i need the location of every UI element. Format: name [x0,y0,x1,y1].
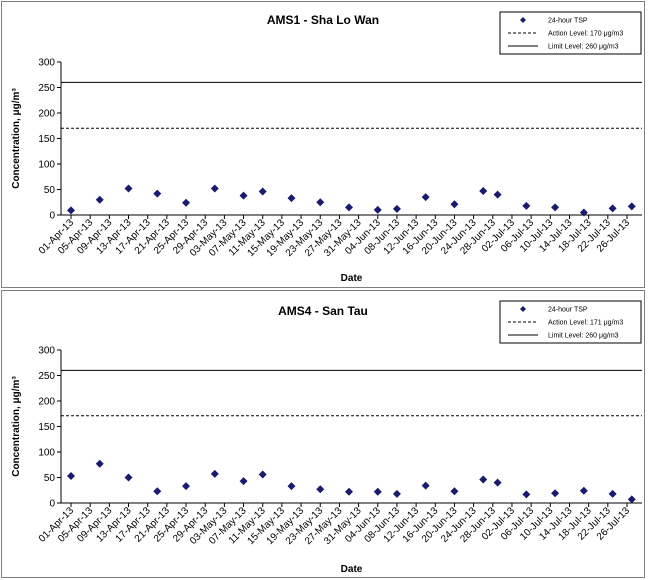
tsp-data-point [479,187,488,196]
legend-label: Action Level: 171 μg/m3 [548,320,623,327]
tsp-data-point [287,194,296,203]
x-axis-title: Date [341,273,363,284]
y-tick-label: 250 [38,83,55,94]
legend-diamond-swatch [520,306,526,312]
tsp-data-point [522,490,531,499]
legend-label: 24-hour TSP [548,18,588,25]
legend-label: Action Level: 170 μg/m3 [548,31,623,38]
y-axis-title: Concentration, μg/m³ [11,376,22,477]
tsp-data-point [239,191,248,200]
legend-label: Limit Level: 260 μg/m3 [548,44,619,51]
tsp-data-point [210,184,219,193]
tsp-data-point [67,471,75,480]
tsp-data-point [182,482,191,491]
tsp-data-point [579,486,588,495]
tsp-data-point [316,485,325,494]
tsp-data-point [95,195,104,204]
tsp-data-point [345,487,353,496]
y-tick-label: 200 [38,397,55,408]
tsp-data-point [551,489,560,498]
tsp-data-point [67,206,75,215]
tsp-data-point [287,482,296,491]
x-axis-title: Date [341,564,363,575]
tsp-data-point [522,201,531,210]
legend-label: 24-hour TSP [548,307,588,314]
tsp-data-point [153,189,162,198]
y-tick-label: 0 [49,499,55,510]
tsp-data-point [421,481,430,490]
tsp-data-point [579,208,588,217]
tsp-data-point [608,489,617,498]
tsp-data-point [450,200,459,209]
y-tick-label: 300 [38,346,55,357]
tsp-data-point [627,495,636,504]
chart-title: AMS1 - Sha Lo Wan [267,13,379,27]
tsp-data-point [153,487,162,496]
y-tick-label: 150 [38,422,55,433]
y-tick-label: 300 [38,58,55,69]
y-tick-label: 250 [38,371,55,382]
tsp-data-point [210,469,219,478]
tsp-data-point [124,473,133,482]
y-axis-title: Concentration, μg/m³ [11,88,22,189]
tsp-data-point [392,204,401,213]
tsp-data-point [493,190,502,199]
tsp-data-point [493,478,502,487]
y-tick-label: 50 [44,185,56,196]
y-tick-label: 100 [38,160,55,171]
legend-diamond-swatch [520,17,526,23]
tsp-data-point [392,489,401,498]
chart-title: AMS4 - San Tau [278,304,368,318]
tsp-data-point [450,487,459,496]
chart-ams1-svg: AMS1 - Sha Lo Wan 05010015020025030001-A… [11,11,642,284]
tsp-data-point [373,487,382,496]
tsp-data-point [182,198,191,207]
tsp-data-point [551,203,560,212]
tsp-data-point [258,470,267,479]
tsp-data-point [345,203,353,212]
tsp-data-point [608,204,617,213]
legend-label: Limit Level: 260 μg/m3 [548,333,619,340]
tsp-data-point [479,475,488,484]
tsp-data-point [258,187,267,196]
chart-panel-ams1: AMS1 - Sha Lo Wan 0 50 100 150 200 250 300 01-A… [1,1,645,288]
y-tick-label: 200 [38,109,55,120]
y-tick-label: 0 [49,211,55,222]
tsp-data-point [421,193,430,202]
chart-ams4-svg: AMS4 - San Tau 05010015020025030001-Apr-… [11,300,642,575]
y-tick-label: 150 [38,134,55,145]
tsp-data-point [316,198,325,207]
tsp-data-point [124,184,133,193]
y-tick-label: 100 [38,448,55,459]
y-tick-label: 50 [44,473,56,484]
tsp-data-point [95,459,104,468]
tsp-data-point [239,477,248,486]
chart-panel-ams4: AMS4 - San Tau 0 50 100 150 200 250 300 01-Apr-… [1,290,645,578]
tsp-data-point [373,205,382,214]
tsp-data-point [627,202,636,211]
